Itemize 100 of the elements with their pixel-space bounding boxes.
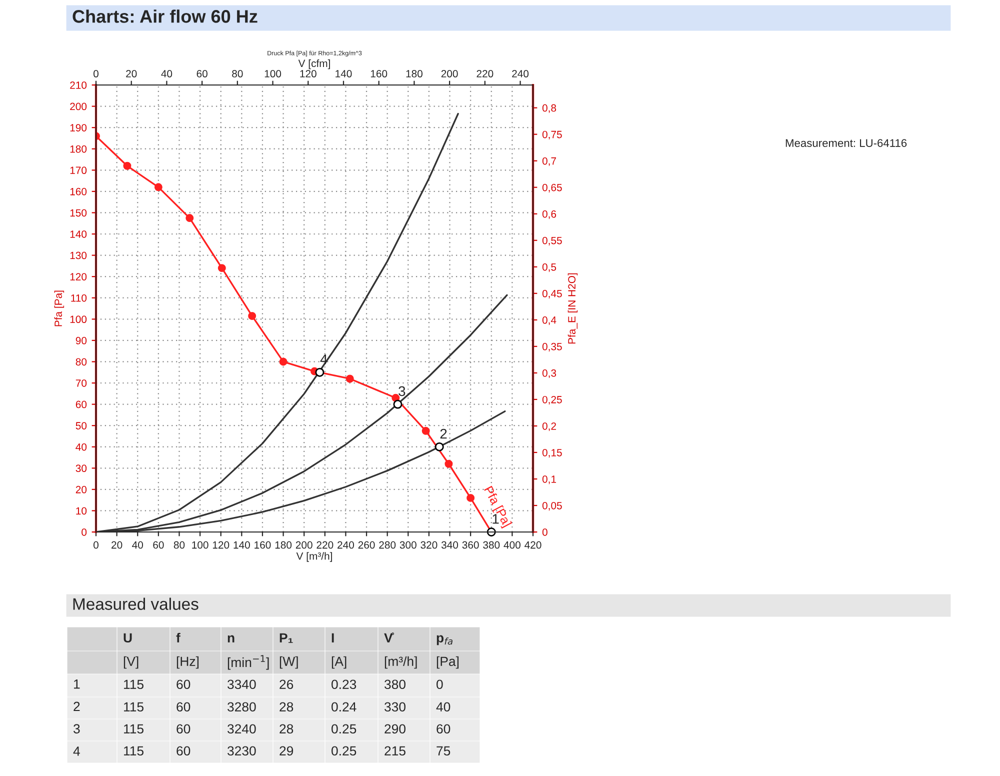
- y-tick-label: 80: [76, 358, 87, 366]
- x-tick-label: 20: [112, 541, 122, 549]
- y2-tick-label: 0: [542, 528, 548, 536]
- annotation: 4: [320, 354, 328, 364]
- x-tick-label: 340: [441, 541, 458, 549]
- y-tick-label: 70: [76, 380, 87, 387]
- x-tick-label: 360: [462, 541, 479, 549]
- text: P₁: [280, 633, 293, 643]
- y-tick-label: 100: [70, 316, 87, 324]
- x-tick-label: 180: [275, 541, 292, 549]
- x-tick-label: 300: [400, 541, 416, 549]
- text: [V]: [124, 656, 138, 669]
- text: 3: [74, 724, 80, 734]
- y-tick-label: 150: [70, 209, 87, 217]
- x-tick-label: 220: [316, 541, 334, 549]
- x-tick-label: 0: [94, 541, 98, 549]
- point: [248, 312, 256, 320]
- text: 290: [384, 724, 406, 734]
- text: 60: [176, 724, 190, 734]
- y2-tick-label: 0,6: [542, 210, 556, 219]
- point: [315, 368, 324, 377]
- y2-axis-title: Pfa_E [IN H2O]: [568, 273, 578, 344]
- x-tick-label: 140: [234, 541, 250, 549]
- point: [123, 162, 132, 170]
- text: [Pa]: [436, 656, 459, 669]
- x2-tick-label: 40: [161, 70, 172, 78]
- y2-tick-label: 0,55: [542, 236, 562, 246]
- text: Measured values: [73, 598, 198, 610]
- text: 3240: [228, 724, 256, 734]
- text: 60: [436, 724, 450, 734]
- text: 28: [280, 724, 294, 734]
- y2-tick-label: 0,1: [542, 475, 556, 484]
- text: [min$^{−1}$]: [228, 655, 269, 670]
- text: 28: [280, 702, 294, 712]
- text: 3280: [228, 702, 256, 712]
- text: 330: [384, 702, 406, 712]
- text: 115: [124, 724, 144, 734]
- point: [186, 214, 194, 222]
- text: 0.25: [332, 724, 356, 734]
- y-axis-title: Pfa [Pa]: [54, 290, 64, 326]
- point: [422, 426, 430, 435]
- x-tick-label: 100: [192, 541, 208, 549]
- text: p$_{fa}$: [436, 635, 452, 646]
- point: [393, 400, 402, 409]
- text: 75: [436, 746, 450, 756]
- y-tick-label: 130: [70, 252, 87, 260]
- text: 115: [124, 746, 144, 756]
- x-tick-label: 200: [296, 541, 312, 549]
- y2-tick-label: 0,2: [542, 422, 556, 432]
- text: 380: [384, 680, 406, 690]
- text: 60: [176, 746, 190, 756]
- text: 3340: [228, 680, 256, 690]
- y-tick-label: 20: [76, 486, 87, 494]
- annotation: 2: [440, 428, 447, 439]
- text: 0.25: [332, 746, 356, 756]
- point: [444, 460, 453, 468]
- x2-tick-label: 140: [336, 70, 352, 78]
- text: 60: [176, 702, 190, 712]
- y2-tick-label: 0,35: [542, 342, 562, 352]
- x-tick-label: 400: [504, 541, 520, 549]
- text: 1: [74, 680, 80, 689]
- point: [434, 442, 444, 452]
- text: V̊: [384, 632, 394, 642]
- y2-tick-label: 0,15: [542, 448, 562, 458]
- y2-tick-label: 0,5: [542, 263, 556, 272]
- y-tick-label: 30: [76, 464, 87, 472]
- text: 115: [124, 702, 144, 712]
- y2-tick-label: 0,3: [542, 369, 556, 378]
- y-tick-label: 10: [76, 507, 87, 515]
- text: 60: [176, 680, 190, 690]
- y-tick-label: 40: [76, 443, 87, 451]
- y-tick-label: 50: [76, 422, 87, 430]
- y-tick-label: 170: [70, 166, 87, 174]
- y-tick-label: 180: [70, 145, 87, 153]
- text: n: [228, 635, 234, 642]
- y-tick-label: 190: [70, 124, 87, 132]
- y2-tick-label: 0,75: [542, 130, 562, 140]
- x-tick-label: 240: [338, 541, 354, 549]
- y-tick-label: 110: [71, 294, 87, 302]
- x2-tick-label: 120: [300, 70, 316, 78]
- y-tick-label: 0: [82, 528, 87, 536]
- y-tick-label: 210: [70, 82, 87, 89]
- text: 3230: [228, 746, 256, 756]
- text: 0: [436, 680, 443, 690]
- point: [154, 183, 162, 192]
- y-tick-label: 160: [70, 188, 87, 196]
- x2-tick-label: 20: [126, 70, 137, 78]
- text: [Hz]: [176, 656, 199, 669]
- y2-tick-label: 0,65: [542, 184, 562, 192]
- x-tick-label: 60: [153, 541, 164, 549]
- text: U: [124, 633, 132, 643]
- text: 115: [124, 680, 144, 690]
- text: [A]: [332, 656, 346, 669]
- text: [W]: [280, 656, 298, 669]
- x-tick-label: 420: [524, 541, 542, 549]
- text: 26: [280, 680, 294, 690]
- y2-tick-label: 0,45: [542, 290, 562, 298]
- y-tick-label: 120: [70, 273, 87, 280]
- x2-tick-label: 220: [476, 70, 494, 78]
- text: I: [332, 633, 334, 642]
